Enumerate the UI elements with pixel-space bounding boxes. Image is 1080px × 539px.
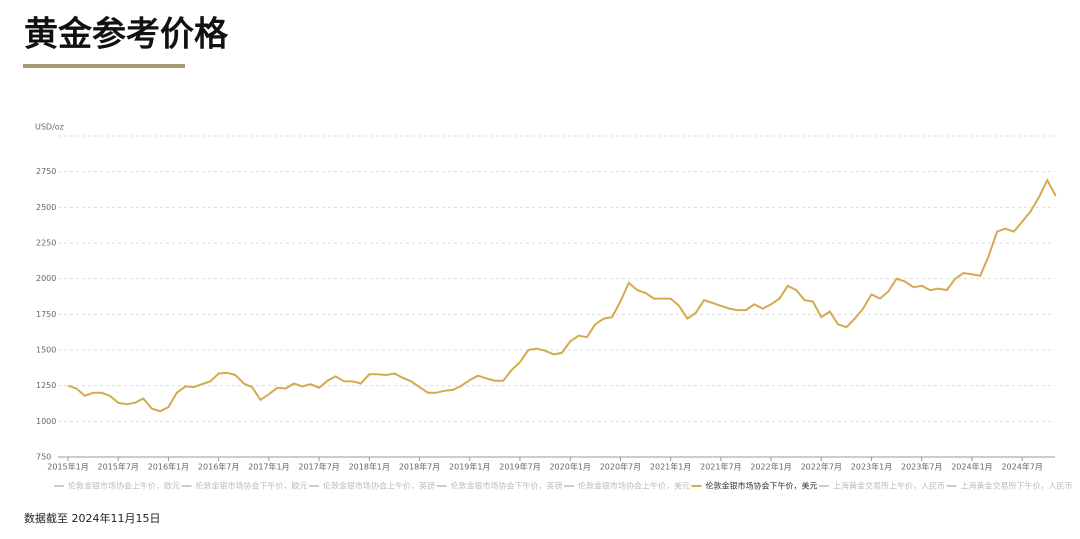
y-unit: USD/oz (35, 123, 64, 132)
legend-label: 伦敦金银市场协会下午价，英镑 (451, 481, 563, 491)
x-tick-label: 2022年7月 (801, 462, 842, 472)
legend-label: 上海黄金交易所下午价，人民币 (961, 481, 1073, 491)
x-tick-label: 2017年7月 (298, 462, 339, 472)
x-tick-label: 2015年7月 (97, 462, 138, 472)
legend-label: 伦敦金银市场协会下午价，美元 (706, 481, 818, 491)
legend-label: 伦敦金银市场协会上午价，欧元 (68, 481, 180, 491)
x-tick-label: 2015年1月 (47, 462, 88, 472)
x-tick-label: 2021年7月 (700, 462, 741, 472)
footnote: 数据截至 2024年11月15日 (24, 511, 160, 525)
y-tick-label: 1250 (36, 381, 56, 390)
y-tick-label: 2250 (36, 239, 56, 248)
y-tick-label: 1000 (36, 417, 56, 426)
y-tick-label: 1750 (36, 310, 56, 319)
x-tick-label: 2018年1月 (349, 462, 390, 472)
legend-label: 伦敦金银市场协会上午价，英镑 (323, 481, 435, 491)
x-tick-label: 2017年1月 (248, 462, 289, 472)
y-tick-label: 2750 (36, 167, 56, 176)
x-tick-label: 2023年1月 (851, 462, 892, 472)
y-tick-label: 2500 (36, 203, 56, 212)
y-tick-label: 2000 (36, 274, 56, 283)
legend-label: 伦敦金银市场协会上午价，美元 (578, 481, 690, 491)
legend-label: 上海黄金交易所上午价，人民币 (833, 481, 945, 491)
x-tick-label: 2019年1月 (449, 462, 490, 472)
x-tick-label: 2021年1月 (650, 462, 691, 472)
x-tick-label: 2024年7月 (1001, 462, 1042, 472)
x-tick-label: 2016年1月 (148, 462, 189, 472)
y-tick-label: 750 (36, 453, 51, 462)
price-line (67, 178, 1057, 413)
x-tick-label: 2022年1月 (750, 462, 791, 472)
x-tick-label: 2020年7月 (600, 462, 641, 472)
x-tick-label: 2020年1月 (549, 462, 590, 472)
title-underline (23, 64, 185, 68)
x-tick-label: 2024年1月 (951, 462, 992, 472)
x-tick-label: 2019年7月 (499, 462, 540, 472)
x-tick-label: 2016年7月 (198, 462, 239, 472)
y-tick-label: 1500 (36, 346, 56, 355)
x-tick-label: 2018年7月 (399, 462, 440, 472)
legend-label: 伦敦金银市场协会下午价，欧元 (196, 481, 308, 491)
page-title: 黄金参考价格 (24, 15, 229, 55)
x-tick-label: 2023年7月 (901, 462, 942, 472)
